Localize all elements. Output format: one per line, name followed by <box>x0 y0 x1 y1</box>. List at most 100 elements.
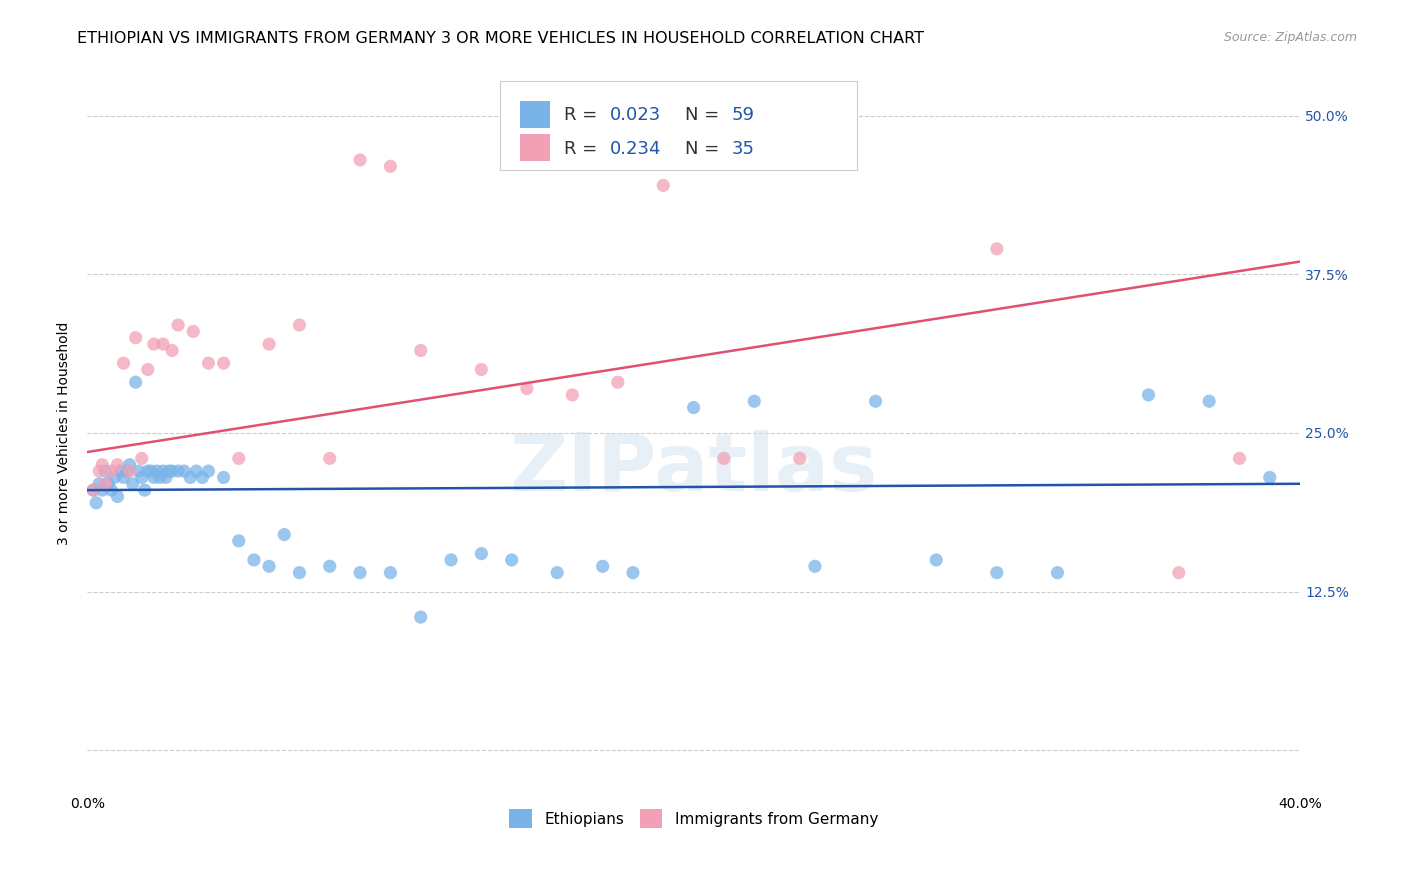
Point <box>606 375 628 389</box>
Text: 0.234: 0.234 <box>610 139 661 158</box>
Point <box>1137 388 1160 402</box>
Point <box>84 496 107 510</box>
Point <box>100 483 122 497</box>
Point <box>288 566 311 580</box>
Point <box>804 559 827 574</box>
Point <box>149 470 172 484</box>
Point <box>319 559 342 574</box>
Point <box>89 476 111 491</box>
Point <box>212 356 235 370</box>
Point <box>94 464 117 478</box>
Point <box>319 451 342 466</box>
Point <box>228 451 250 466</box>
Point <box>380 566 402 580</box>
Point <box>134 483 156 497</box>
Point <box>1258 470 1281 484</box>
Point <box>409 343 432 358</box>
Point <box>257 337 280 351</box>
Point <box>652 178 675 193</box>
Point <box>131 470 153 484</box>
Point <box>1046 566 1069 580</box>
Point <box>131 451 153 466</box>
Point <box>118 464 141 478</box>
Point <box>94 476 117 491</box>
Point <box>186 464 208 478</box>
Point <box>440 553 463 567</box>
FancyBboxPatch shape <box>499 81 858 169</box>
Point <box>349 566 371 580</box>
Point <box>986 566 1008 580</box>
Point <box>82 483 104 497</box>
Point <box>179 470 201 484</box>
Point <box>682 401 704 415</box>
Point <box>89 464 111 478</box>
Point <box>273 527 295 541</box>
Point <box>121 476 143 491</box>
Point <box>146 464 169 478</box>
Point <box>986 242 1008 256</box>
Point <box>181 325 204 339</box>
Point <box>865 394 887 409</box>
Point <box>97 476 120 491</box>
Point <box>100 464 122 478</box>
Point <box>621 566 644 580</box>
Legend: Ethiopians, Immigrants from Germany: Ethiopians, Immigrants from Germany <box>503 804 884 834</box>
Bar <box>520 135 551 161</box>
Point <box>139 464 162 478</box>
Text: ETHIOPIAN VS IMMIGRANTS FROM GERMANY 3 OR MORE VEHICLES IN HOUSEHOLD CORRELATION: ETHIOPIAN VS IMMIGRANTS FROM GERMANY 3 O… <box>77 31 924 46</box>
Point <box>191 470 214 484</box>
Text: N =: N = <box>685 139 725 158</box>
Point <box>110 464 132 478</box>
Point <box>112 470 135 484</box>
Point <box>409 610 432 624</box>
Point <box>136 362 159 376</box>
Y-axis label: 3 or more Vehicles in Household: 3 or more Vehicles in Household <box>58 321 72 545</box>
Point <box>470 547 492 561</box>
Point <box>212 470 235 484</box>
Text: Source: ZipAtlas.com: Source: ZipAtlas.com <box>1223 31 1357 45</box>
Point <box>103 470 125 484</box>
Point <box>501 553 523 567</box>
Point <box>1167 566 1189 580</box>
Point <box>713 451 735 466</box>
Point <box>91 483 114 497</box>
Point <box>112 356 135 370</box>
Point <box>925 553 948 567</box>
Point <box>157 464 180 478</box>
Text: 0.023: 0.023 <box>610 106 661 124</box>
Point <box>561 388 583 402</box>
Point <box>152 464 174 478</box>
Point <box>197 356 219 370</box>
Point <box>1229 451 1251 466</box>
Point <box>107 490 129 504</box>
Point <box>546 566 568 580</box>
Point <box>257 559 280 574</box>
Point <box>173 464 195 478</box>
Point <box>124 375 146 389</box>
Point <box>1198 394 1220 409</box>
Point <box>124 331 146 345</box>
Point <box>115 464 138 478</box>
Point <box>197 464 219 478</box>
Point <box>152 337 174 351</box>
Point <box>380 159 402 173</box>
Point <box>470 362 492 376</box>
Point <box>228 533 250 548</box>
Text: ZIPatlas: ZIPatlas <box>509 430 877 508</box>
Point <box>82 483 104 497</box>
Point <box>136 464 159 478</box>
Point <box>592 559 614 574</box>
Point <box>142 337 165 351</box>
Point <box>742 394 765 409</box>
Point <box>789 451 811 466</box>
Text: R =: R = <box>564 139 603 158</box>
Point <box>118 458 141 472</box>
Point <box>91 458 114 472</box>
Point <box>516 382 538 396</box>
Text: 59: 59 <box>731 106 754 124</box>
Text: R =: R = <box>564 106 603 124</box>
Point <box>167 464 190 478</box>
Point <box>107 458 129 472</box>
Bar <box>520 101 551 128</box>
Text: N =: N = <box>685 106 725 124</box>
